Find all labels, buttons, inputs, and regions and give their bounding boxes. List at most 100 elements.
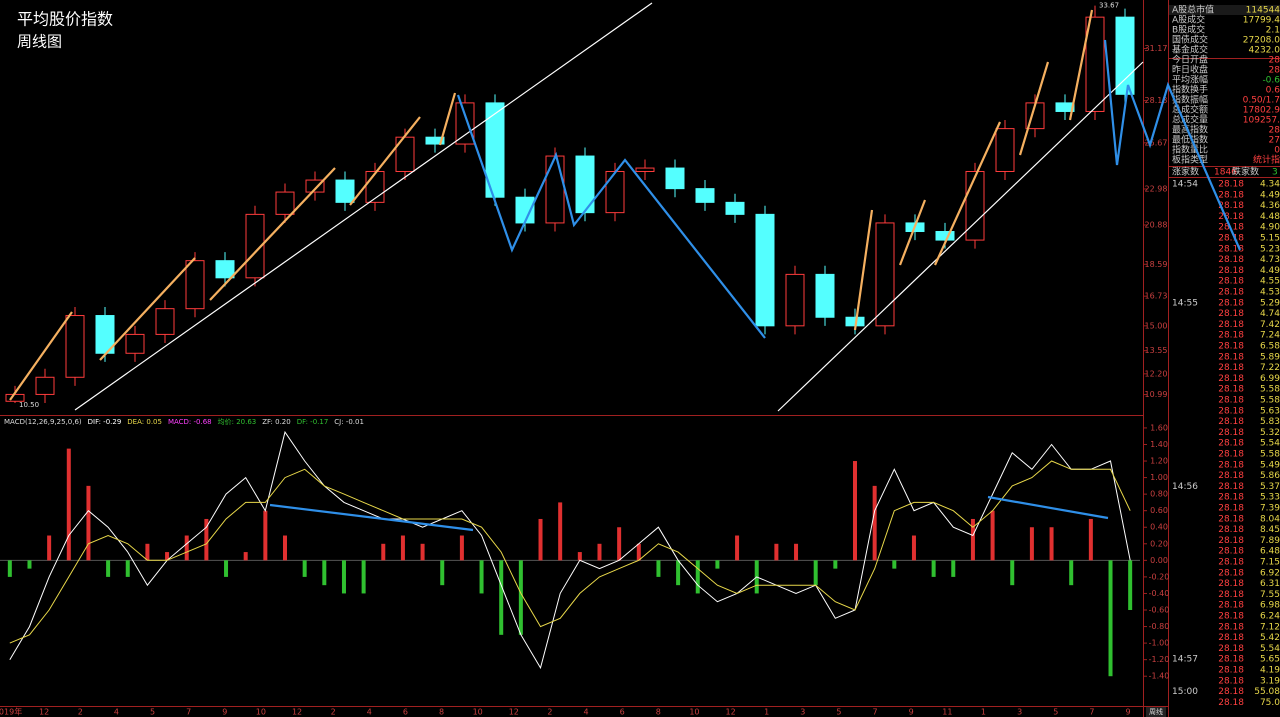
x-tick-label: 5 [836,708,841,717]
y-tick-label: 1.60 [1150,423,1168,432]
tick-price: 28.18 [1218,493,1244,503]
indicator-header: MACD(12,26,9,25,0,6) [4,418,82,426]
candle-body [635,167,655,172]
price-annotation: 10.50 [19,401,39,409]
tick-volume: 5.89 [1260,352,1280,362]
tick-volume: 4.48 [1260,212,1280,222]
macd-bar [400,535,405,561]
tick-price: 28.18 [1218,590,1244,600]
tick-volume: 5.33 [1260,493,1280,503]
stat-label: 指数换手 [1172,84,1208,96]
macd-bar [970,518,975,561]
tick-volume: 5.54 [1260,644,1280,654]
tick-price: 28.18 [1218,201,1244,211]
macd-bar [872,485,877,561]
tick-price: 28.18 [1218,417,1244,427]
arrow [1068,9,1094,121]
y-tick-label: 0.60 [1150,506,1168,515]
y-tick-label: 1.20 [1150,457,1168,466]
candle-body [185,260,205,310]
tick-volume: 7.15 [1260,558,1280,568]
tick-volume: 5.65 [1260,655,1280,665]
arrow [209,167,336,301]
macd-bar [951,560,956,577]
macd-bar [558,502,563,561]
y-tick-label: 25.67 [1145,138,1168,147]
macd-bar [597,543,602,561]
macd-bar [911,535,916,561]
tick-price: 28.18 [1218,320,1244,330]
macd-bar [106,560,111,577]
macd-bar [1128,560,1133,610]
tick-price: 28.18 [1218,655,1244,665]
macd-bar [302,560,307,577]
macd-bar [636,543,641,561]
stat-value: 27 [1269,136,1280,146]
tick-price: 28.18 [1218,180,1244,190]
macd-bar [145,543,150,561]
macd-bar [27,560,32,569]
breadth-item: 1846 [1214,168,1237,178]
y-tick-label: 0.40 [1150,523,1168,532]
macd-bar [499,560,504,635]
macd-bar [283,535,287,561]
indicator-header: DIF: -0.29 [88,418,122,426]
tick-price: 28.18 [1218,190,1244,200]
tick-volume: 4.19 [1260,666,1280,676]
macd-bar [479,560,484,594]
macd-bar [1069,560,1074,586]
tick-volume: 5.32 [1260,428,1280,438]
y-tick-label: 22.98 [1145,184,1168,193]
y-tick-label: 13.55 [1145,346,1168,355]
tick-volume: 6.31 [1260,579,1280,589]
tick-volume: 7.55 [1260,590,1280,600]
tick-time: 14:55 [1172,298,1198,308]
candle-body [215,260,235,279]
macd-bar [715,560,720,569]
breadth-item: 涨家数 [1172,166,1199,178]
x-tick-label: 6 [403,708,408,717]
tick-price: 28.18 [1218,698,1244,708]
macd-bar [1049,527,1054,561]
y-tick-label: -1.00 [1149,639,1170,648]
macd-bar [1010,560,1015,586]
macd-bar [86,485,91,561]
stat-value: 114544 [1246,6,1280,16]
stat-label: 最低指数 [1172,134,1208,146]
y-tick-label: 20.88 [1145,220,1168,229]
indicator-header: DF: -0.17 [297,418,329,426]
x-tick-label: 7 [873,708,878,717]
arrow [898,199,927,266]
macd-bar [990,510,995,561]
macd-bar [381,543,386,561]
drawings [9,2,1242,532]
candle-body [485,102,505,198]
tick-price: 28.18 [1218,309,1244,319]
stat-value: -0.6 [1262,76,1280,86]
macd-bar [341,560,346,594]
candle-body [935,231,955,241]
tick-price: 28.18 [1218,450,1244,460]
stat-label: 基金成交 [1172,44,1208,56]
candle-body [155,308,175,335]
x-tick-label: 2 [547,708,552,717]
macd-bar [656,560,661,577]
indicator-header: ZF: 0.20 [262,418,290,426]
tick-volume: 6.58 [1260,342,1280,352]
candle-body [965,170,985,241]
tick-price: 28.18 [1218,687,1244,697]
orange-arrows [9,9,1094,401]
candle-body [695,188,715,203]
stat-value: 2.1 [1266,26,1280,36]
y-tick-label: -0.60 [1149,606,1170,615]
x-tick-label: 1 [764,708,769,717]
x-tick-label: 2 [78,708,83,717]
stat-value: 4232.0 [1249,46,1280,56]
stat-label: 平均涨幅 [1172,74,1208,86]
candle-body [245,213,265,279]
macd-bar [184,535,189,561]
stat-value: 0 [1274,146,1280,156]
y-tick-label: -1.20 [1149,655,1170,664]
macd-bar [676,560,681,586]
